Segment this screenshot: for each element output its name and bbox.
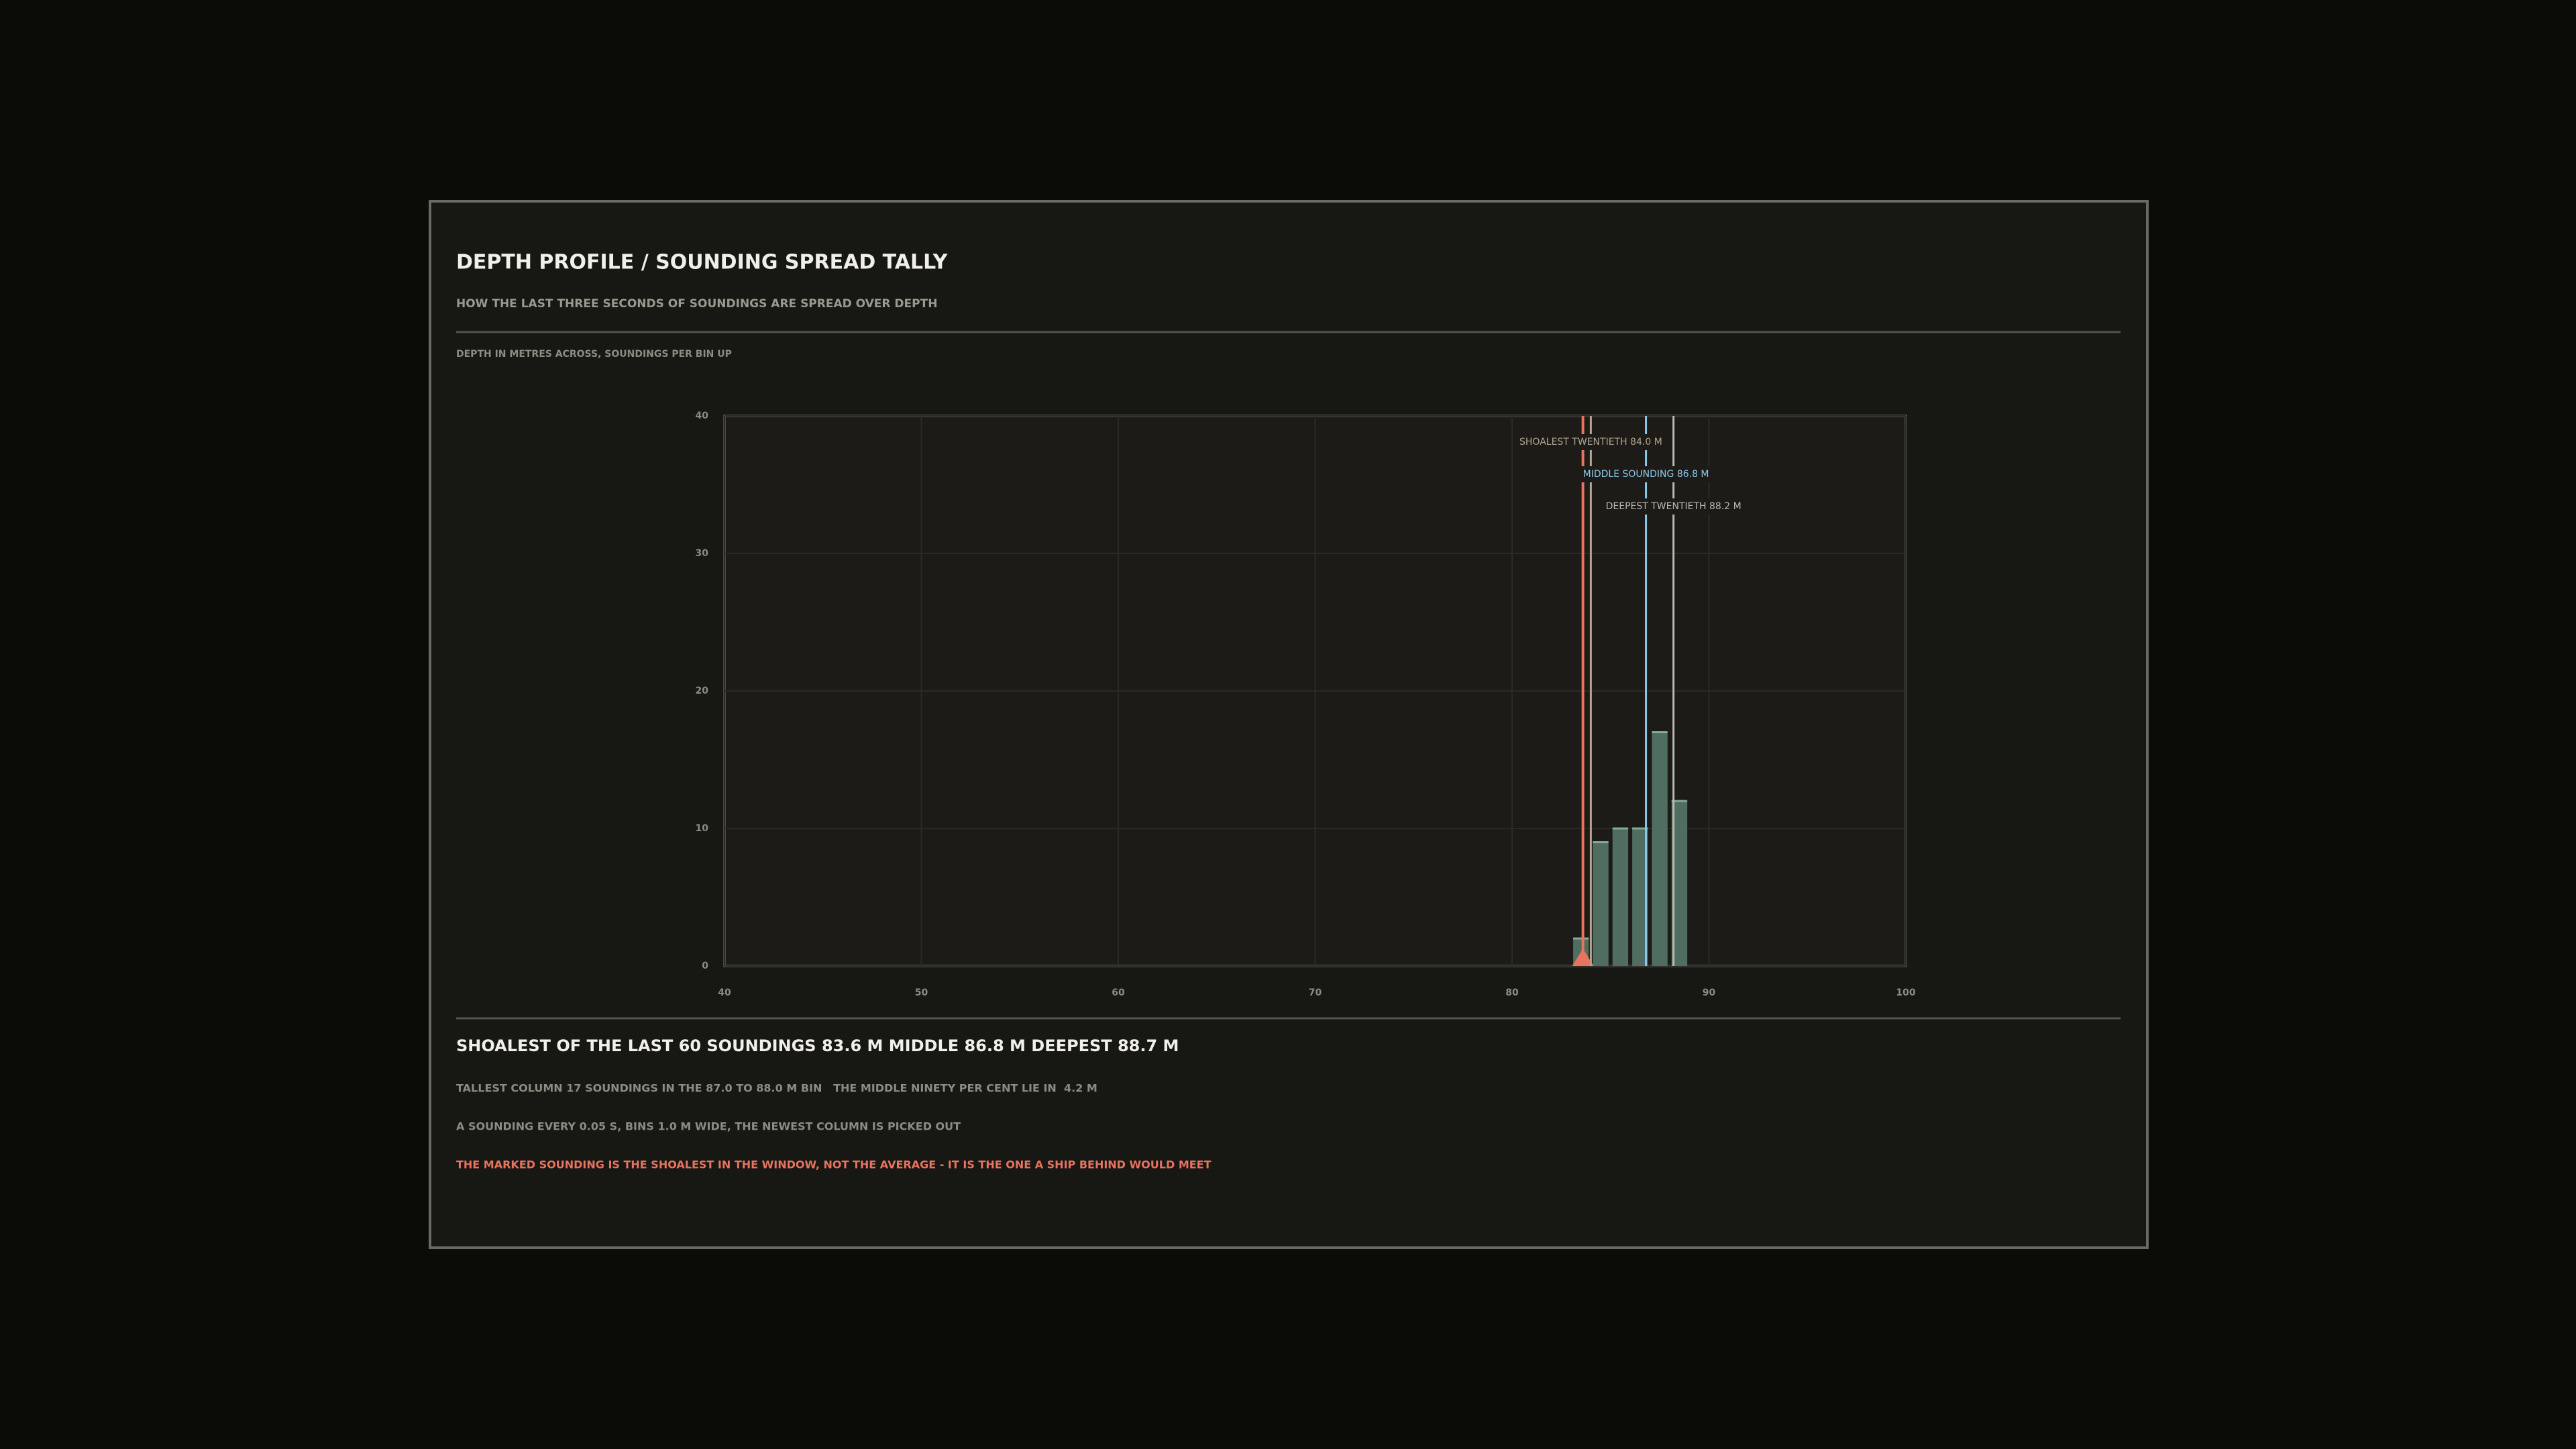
marker-value: 88.2 M: [1709, 501, 1741, 512]
marker-value: 86.8 M: [1677, 469, 1709, 480]
marker-name: DEEPEST TWENTIETH: [1606, 501, 1707, 512]
marker-name: SHOALEST TWENTIETH: [1519, 437, 1627, 447]
y-tick-label: 30: [696, 548, 709, 559]
y-tick-label: 10: [696, 823, 709, 834]
bar: [1612, 828, 1629, 966]
summary-part: DEEPEST: [1031, 1036, 1112, 1055]
marker-value: 84.0 M: [1630, 437, 1662, 447]
marker-label-bg: [1603, 498, 1744, 515]
summary-part: SHOALEST OF THE LAST 60 SOUNDINGS: [456, 1036, 816, 1055]
plot: 40 50 60 70 80 90 100 0 10 20 30 40 SHOALEST TWENTIE…: [696, 411, 1916, 998]
summary-line: TALLEST COLUMN 17 SOUNDINGS IN THE 87.0 …: [456, 1082, 1097, 1095]
x-tick-label: 50: [915, 987, 928, 998]
axis-caption: DEPTH IN METRES ACROSS, SOUNDINGS PER BI…: [456, 349, 732, 360]
summary-part: 88.7 M: [1118, 1036, 1179, 1055]
y-tick-label: 40: [696, 411, 709, 421]
bar: [1632, 828, 1648, 966]
bar: [1593, 842, 1609, 966]
warning: THE MARKED SOUNDING IS THE SHOALEST IN T…: [456, 1159, 1212, 1171]
title: DEPTH PROFILE / SOUNDING SPREAD TALLY: [456, 251, 949, 274]
summary-line: A SOUNDING EVERY 0.05 S, BINS 1.0 M WIDE…: [456, 1120, 961, 1133]
summary-part: 86.8 M: [964, 1036, 1025, 1055]
y-tick-label: 20: [696, 686, 709, 696]
marker-label-bg: [1517, 434, 1665, 450]
x-tick-label: 90: [1703, 987, 1716, 998]
bar: [1652, 732, 1668, 966]
marker-label-bg: [1580, 466, 1712, 482]
x-tick-label: 60: [1112, 987, 1125, 998]
x-tick-label: 40: [718, 987, 731, 998]
x-tick-label: 100: [1896, 987, 1915, 998]
marker-label: SHOALEST TWENTIETH 84.0 M: [1519, 437, 1662, 447]
x-tick-label: 70: [1309, 987, 1322, 998]
y-tick-label: 0: [702, 961, 708, 971]
bar: [1671, 801, 1688, 966]
summary: SHOALEST OF THE LAST 60 SOUNDINGS 83.6 M…: [456, 1036, 1179, 1055]
summary-part: MIDDLE: [889, 1036, 959, 1055]
marker-triangle: [1572, 949, 1594, 966]
marker-label: DEEPEST TWENTIETH 88.2 M: [1606, 501, 1741, 512]
marker-name: MIDDLE SOUNDING: [1583, 469, 1674, 480]
x-tick-label: 80: [1505, 987, 1519, 998]
summary-part: 83.6 M: [822, 1036, 883, 1055]
subtitle: HOW THE LAST THREE SECONDS OF SOUNDINGS …: [456, 297, 937, 311]
marker-label: MIDDLE SOUNDING 86.8 M: [1583, 469, 1709, 480]
